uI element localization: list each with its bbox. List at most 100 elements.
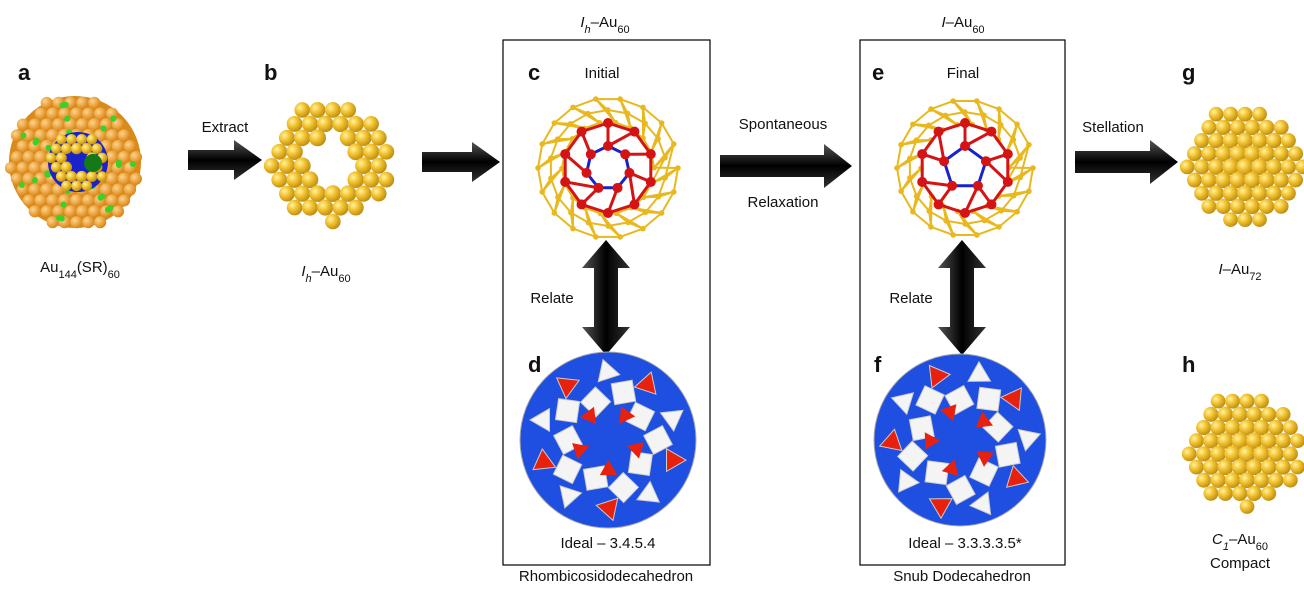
atom [106, 172, 119, 185]
atom [1252, 107, 1267, 122]
stage-label: Initial [584, 65, 619, 82]
atom [302, 200, 318, 216]
ligand [130, 161, 136, 167]
ligand [19, 182, 25, 188]
atom [17, 140, 29, 152]
atom [46, 153, 56, 163]
atom [1276, 407, 1291, 422]
atom [1196, 446, 1211, 461]
atom [982, 218, 988, 224]
relate-label: Relate [889, 290, 932, 307]
atom [960, 118, 970, 128]
atom [603, 118, 613, 128]
atom [1014, 121, 1020, 127]
panel-letter: f [874, 352, 882, 377]
bond [662, 123, 674, 144]
atom [1295, 160, 1304, 175]
atom [926, 208, 932, 214]
ligand [63, 102, 69, 108]
atom [1240, 499, 1255, 514]
atom [118, 129, 130, 141]
atom [934, 127, 944, 137]
atom [1017, 155, 1023, 161]
atom [568, 121, 574, 127]
bond [977, 227, 999, 235]
bond [554, 107, 573, 123]
atom [1196, 473, 1211, 488]
atom [11, 151, 23, 163]
ligand [32, 177, 38, 183]
ligand [20, 132, 26, 138]
panel-letter: b [264, 60, 277, 85]
atom [917, 149, 927, 159]
atom [1223, 107, 1238, 122]
atom [61, 143, 72, 154]
face [995, 442, 1020, 467]
atom [655, 136, 661, 142]
atom [1237, 185, 1253, 201]
atom [46, 107, 58, 119]
atom [94, 108, 106, 120]
arrow-label: Stellation [1082, 119, 1144, 136]
atom [1187, 173, 1202, 188]
bond [901, 191, 913, 211]
ligand [110, 115, 116, 121]
atom [646, 177, 656, 187]
atom [71, 180, 82, 191]
atom [325, 102, 341, 118]
atom [82, 107, 94, 119]
atom [82, 216, 94, 228]
atom [1239, 472, 1255, 488]
atom [1223, 212, 1238, 227]
atom [264, 158, 280, 174]
atom [371, 130, 387, 146]
atom [1274, 120, 1289, 135]
atom [629, 199, 639, 209]
atom [928, 106, 934, 112]
atom [1182, 447, 1197, 462]
atom [1247, 486, 1262, 501]
atom [943, 113, 949, 119]
atom [943, 218, 949, 224]
atom [1003, 149, 1013, 159]
atom [974, 98, 980, 104]
atom [981, 156, 991, 166]
atom [950, 232, 956, 238]
atom [1026, 188, 1032, 194]
atom [1275, 433, 1290, 448]
atom [555, 194, 561, 200]
atom [355, 186, 371, 202]
atom [646, 149, 656, 159]
atom [1218, 486, 1233, 501]
stage-label: Final [947, 65, 980, 82]
atom [22, 151, 35, 164]
atom [1254, 472, 1270, 488]
atom [1030, 165, 1036, 171]
ligand [98, 195, 104, 201]
atom [1026, 142, 1032, 148]
bond [931, 101, 953, 109]
atom [1180, 160, 1195, 175]
caption: Au144(SR)60 [40, 259, 120, 281]
atom [910, 209, 916, 215]
atom [130, 173, 142, 185]
atom [1252, 212, 1267, 227]
atom [34, 194, 46, 206]
atom [46, 194, 59, 207]
arrow [1075, 140, 1178, 184]
atom [1283, 420, 1298, 435]
atom [35, 108, 47, 120]
atom [51, 162, 62, 173]
atom [51, 143, 62, 154]
atom [29, 118, 41, 130]
atom [56, 171, 67, 182]
atom [332, 200, 348, 216]
atom [1216, 120, 1231, 135]
panel-letter: h [1182, 352, 1195, 377]
atom [363, 172, 379, 188]
atom [1230, 199, 1245, 214]
bond [542, 192, 554, 213]
arrow [720, 144, 852, 188]
atom [1204, 486, 1219, 501]
bond [1017, 124, 1029, 144]
